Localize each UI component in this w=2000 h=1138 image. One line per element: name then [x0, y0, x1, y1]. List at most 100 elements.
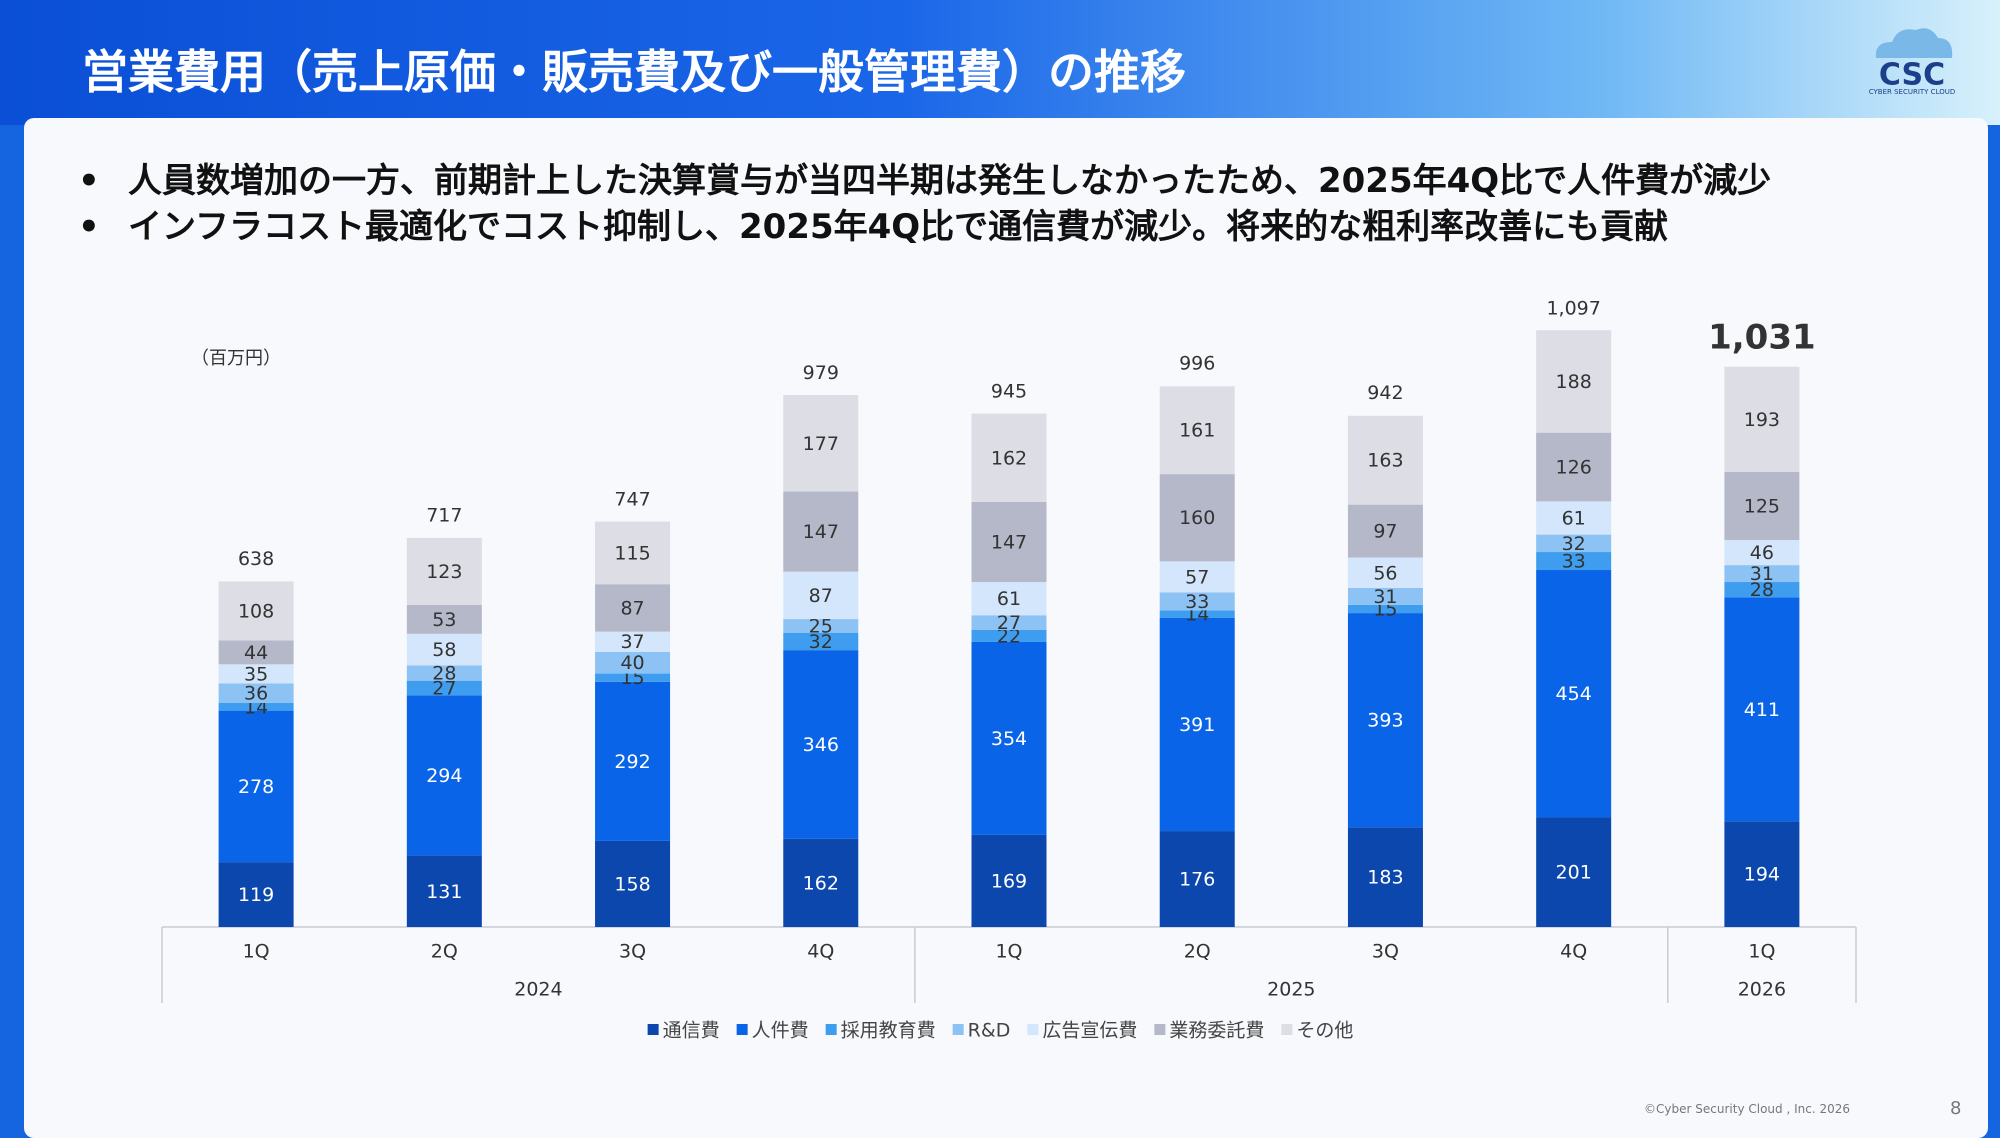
bar-segment — [783, 632, 859, 651]
x-tick-label: 4Q — [1560, 941, 1587, 963]
bar-segment — [595, 631, 671, 652]
segment-label: 36 — [244, 683, 268, 705]
bar-segment — [1347, 504, 1423, 558]
bar-segment — [595, 584, 671, 632]
segment-label: 46 — [1750, 542, 1774, 564]
bar-segment — [783, 491, 859, 572]
x-tick-label: 4Q — [807, 941, 834, 963]
bar-segment — [971, 629, 1047, 642]
group-label: 2026 — [1738, 979, 1786, 1001]
segment-label: 162 — [803, 872, 839, 894]
total-label: 1,097 — [1546, 298, 1600, 320]
x-tick-label: 1Q — [243, 941, 270, 963]
page-number: 8 — [1950, 1098, 1962, 1119]
segment-label: 161 — [1179, 420, 1215, 442]
segment-label: 131 — [426, 881, 462, 903]
bar-segment — [1347, 604, 1423, 614]
segment-label: 147 — [803, 521, 839, 543]
total-label: 747 — [614, 488, 650, 510]
segment-label: 123 — [426, 561, 462, 583]
bar-segment — [783, 650, 859, 839]
segment-label: 61 — [997, 588, 1021, 610]
bar-segment — [1159, 561, 1235, 593]
segment-label: 391 — [1179, 714, 1215, 736]
bar-segment — [406, 537, 482, 605]
bar-segment — [1347, 588, 1423, 605]
bar-segment — [1159, 592, 1235, 611]
copyright: ©Cyber Security Cloud , Inc. 2026 — [1644, 1102, 1850, 1116]
segment-label: 33 — [1185, 591, 1209, 613]
bar-segment — [971, 582, 1047, 616]
bar-segment — [406, 680, 482, 696]
segment-label: 201 — [1556, 862, 1592, 884]
bullet: インフラコスト最適化でコスト抑制し、2025年4Q比で通信費が減少。将来的な粗利… — [78, 204, 1771, 250]
bar-segment — [783, 571, 859, 620]
segment-label: 28 — [1750, 579, 1774, 601]
bar-segment — [1536, 552, 1612, 571]
total-label: 717 — [426, 505, 462, 527]
bar-segment — [218, 862, 294, 927]
legend-label: 採用教育費 — [841, 1020, 936, 1042]
segment-label: 25 — [809, 615, 833, 637]
bar-segment — [1347, 415, 1423, 505]
segment-label: 40 — [620, 652, 644, 674]
bar-segment — [783, 838, 859, 927]
total-label: 638 — [238, 548, 274, 570]
x-tick-label: 2Q — [1184, 941, 1211, 963]
bar-segment — [971, 501, 1047, 583]
total-label: 945 — [991, 380, 1027, 402]
bar-segment — [783, 395, 859, 492]
segment-label: 183 — [1367, 867, 1403, 889]
unit-label: （百万円） — [191, 348, 281, 369]
bar-segment — [1724, 540, 1800, 566]
bar-segment — [1347, 557, 1423, 589]
header: 営業費用（売上原価・販売費及び一般管理費）の推移 — [0, 0, 2000, 125]
segment-label: 160 — [1179, 507, 1215, 529]
x-tick-label: 1Q — [995, 941, 1022, 963]
bar-segment — [1159, 474, 1235, 562]
segment-label: 87 — [620, 597, 644, 619]
bar-segment — [1159, 617, 1235, 832]
segment-label: 58 — [432, 639, 456, 661]
segment-label: 87 — [809, 585, 833, 607]
segment-label: 57 — [1185, 566, 1209, 588]
x-tick-label: 3Q — [619, 941, 646, 963]
segment-label: 22 — [997, 625, 1021, 647]
bar-segment — [406, 695, 482, 856]
group-label: 2025 — [1267, 979, 1315, 1001]
x-tick-label: 1Q — [1748, 941, 1775, 963]
bar-segment — [1536, 330, 1612, 433]
legend-swatch — [952, 1024, 964, 1035]
legend-label: その他 — [1296, 1020, 1353, 1042]
segment-label: 188 — [1556, 371, 1592, 393]
segment-label: 56 — [1373, 562, 1397, 584]
bar-segment — [595, 681, 671, 841]
segment-label: 32 — [1562, 533, 1586, 555]
bullet-list: 人員数増加の一方、前期計上した決算賞与が当四半期は発生しなかったため、2025年… — [78, 158, 1771, 250]
segment-label: 108 — [238, 600, 274, 622]
bar-segment — [595, 840, 671, 927]
segment-label: 194 — [1744, 864, 1780, 886]
segment-label: 176 — [1179, 869, 1215, 891]
total-label: 1,031 — [1708, 318, 1816, 358]
bar-segment — [595, 521, 671, 585]
logo-text: CYBER SECURITY CLOUD — [1869, 88, 1956, 96]
bar-segment — [971, 615, 1047, 630]
segment-label: 354 — [991, 728, 1027, 750]
segment-label: 158 — [614, 873, 650, 895]
bar-segment — [1159, 831, 1235, 927]
segment-label: 292 — [614, 751, 650, 773]
bar-segment — [595, 651, 671, 674]
bar-segment — [971, 834, 1047, 927]
segment-label: 44 — [244, 642, 268, 664]
bar-segment — [406, 665, 482, 681]
segment-label: 125 — [1744, 495, 1780, 517]
bar-segment — [783, 619, 859, 633]
segment-label: 454 — [1556, 683, 1592, 705]
segment-label: 169 — [991, 870, 1027, 892]
bar-segment — [406, 633, 482, 666]
bar-segment — [1724, 597, 1800, 822]
bullet: 人員数増加の一方、前期計上した決算賞与が当四半期は発生しなかったため、2025年… — [78, 158, 1771, 204]
x-tick-label: 2Q — [431, 941, 458, 963]
